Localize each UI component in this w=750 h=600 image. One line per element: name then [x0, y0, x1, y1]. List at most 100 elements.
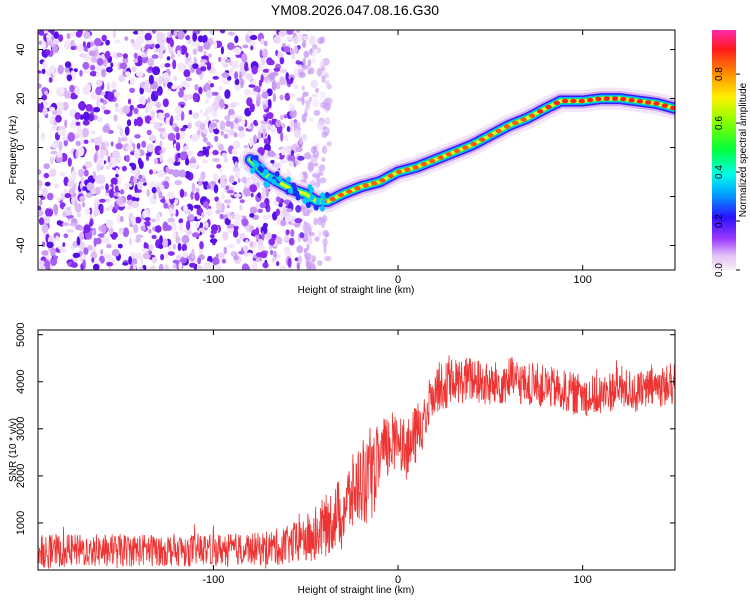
- noise-speckle: [296, 30, 300, 33]
- ridge-blob: [320, 192, 326, 199]
- noise-speckle: [273, 162, 282, 170]
- noise-speckle: [205, 89, 212, 99]
- noise-speckle: [323, 243, 327, 254]
- noise-speckle: [76, 44, 84, 52]
- noise-speckle: [237, 178, 241, 183]
- noise-speckle: [298, 72, 306, 78]
- noise-speckle: [221, 258, 227, 264]
- noise-speckle: [82, 61, 90, 70]
- noise-speckle: [319, 177, 327, 184]
- noise-speckle: [203, 50, 207, 56]
- noise-speckle: [137, 30, 145, 36]
- noise-speckle: [145, 102, 152, 112]
- noise-speckle: [234, 117, 239, 124]
- noise-speckle: [301, 95, 305, 106]
- noise-speckle: [116, 52, 123, 58]
- noise-speckle: [299, 232, 305, 239]
- ridge-peak: [387, 173, 394, 179]
- noise-speckle: [302, 223, 310, 233]
- noise-speckle: [265, 113, 271, 117]
- snr-panel: -100 0 100 1000 2000 3000 4000 5000 Height of s…: [8, 322, 676, 596]
- noise-speckle: [174, 180, 183, 186]
- ridge-peak: [503, 124, 511, 129]
- colorbar-tick-label: 0.0: [714, 263, 725, 277]
- noise-speckle: [55, 235, 59, 242]
- noise-speckle: [132, 66, 137, 73]
- noise-speckle: [96, 158, 100, 166]
- noise-speckle: [244, 61, 249, 72]
- noise-speckle: [114, 106, 120, 113]
- noise-speckle: [255, 258, 260, 263]
- noise-speckle: [134, 149, 141, 159]
- noise-speckle: [79, 231, 84, 241]
- noise-speckle: [222, 232, 228, 240]
- noise-speckle: [79, 53, 86, 58]
- noise-speckle: [160, 253, 165, 261]
- noise-speckle: [246, 73, 250, 78]
- noise-speckle: [286, 30, 294, 35]
- noise-speckle: [237, 131, 246, 139]
- noise-speckle: [165, 166, 169, 173]
- noise-speckle: [238, 250, 245, 255]
- noise-speckle: [57, 109, 62, 116]
- noise-speckle: [137, 104, 144, 109]
- noise-speckle: [192, 48, 198, 56]
- noise-speckle: [215, 200, 222, 211]
- noise-speckle: [148, 134, 157, 142]
- spectrogram-xlabel: Height of straight line (km): [298, 285, 415, 296]
- noise-speckle: [233, 214, 240, 220]
- noise-speckle: [312, 146, 318, 151]
- ridge-blob: [302, 197, 308, 204]
- noise-speckle: [153, 192, 157, 200]
- noise-speckle: [83, 247, 89, 255]
- ridge-peak: [611, 96, 619, 101]
- noise-speckle: [129, 77, 135, 86]
- noise-speckle: [105, 39, 110, 46]
- noise-speckle: [41, 250, 49, 256]
- noise-speckle: [261, 231, 265, 241]
- noise-speckle: [49, 106, 56, 112]
- noise-speckle: [214, 135, 219, 142]
- noise-speckle: [76, 236, 81, 246]
- noise-speckle: [41, 68, 46, 75]
- noise-speckle: [195, 30, 201, 35]
- noise-speckle: [142, 209, 150, 219]
- noise-speckle: [98, 174, 106, 185]
- noise-speckle: [149, 119, 155, 124]
- noise-speckle: [280, 114, 284, 121]
- noise-speckle: [249, 213, 255, 218]
- noise-speckle: [134, 216, 142, 224]
- noise-speckle: [285, 229, 290, 236]
- noise-speckle: [303, 35, 309, 41]
- noise-speckle: [273, 200, 280, 206]
- noise-speckle: [151, 234, 157, 240]
- noise-speckle: [69, 84, 75, 93]
- noise-speckle: [177, 243, 182, 251]
- noise-speckle: [65, 209, 73, 216]
- noise-speckle: [273, 35, 281, 44]
- noise-speckle: [101, 104, 106, 111]
- noise-speckle: [297, 64, 303, 69]
- noise-speckle: [263, 116, 268, 122]
- noise-speckle: [284, 233, 289, 242]
- noise-speckle: [96, 64, 103, 71]
- noise-speckle: [84, 161, 93, 169]
- noise-speckle: [178, 218, 184, 224]
- y-tick-label: -20: [15, 189, 27, 205]
- noise-speckle: [56, 197, 61, 202]
- noise-speckle: [196, 215, 201, 220]
- noise-speckle: [148, 229, 152, 234]
- noise-speckle: [311, 57, 317, 64]
- noise-speckle: [117, 175, 122, 186]
- noise-speckle: [273, 67, 280, 72]
- noise-speckle: [62, 242, 66, 248]
- noise-speckle: [308, 35, 316, 46]
- noise-speckle: [63, 40, 71, 50]
- noise-speckle: [161, 72, 169, 79]
- noise-speckle: [100, 98, 104, 103]
- noise-speckle: [246, 252, 253, 257]
- noise-speckle: [152, 47, 157, 53]
- noise-speckle: [56, 220, 63, 226]
- noise-speckle: [241, 53, 248, 63]
- noise-speckle: [124, 71, 131, 77]
